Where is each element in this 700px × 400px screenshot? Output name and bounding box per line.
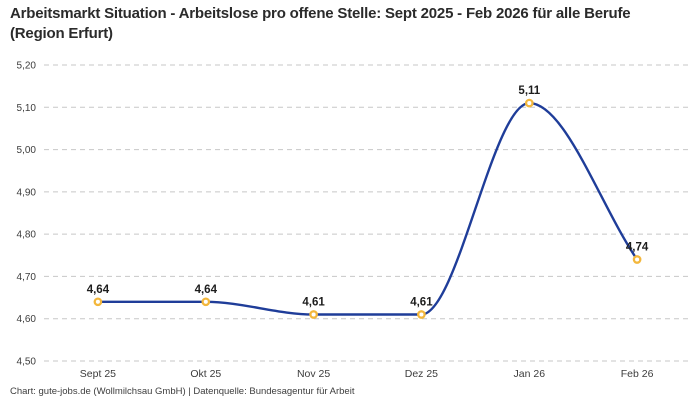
x-axis-tick-label: Nov 25 (297, 368, 330, 380)
y-axis-tick-label: 5,20 (17, 61, 37, 72)
y-axis-tick-label: 4,80 (17, 230, 37, 241)
y-axis-tick-label: 4,50 (17, 357, 37, 368)
data-point-marker (524, 98, 534, 108)
y-axis-tick-label: 4,70 (17, 272, 37, 283)
data-point-label: 4,64 (195, 284, 218, 296)
data-point-label: 4,61 (302, 297, 325, 309)
x-axis-tick-label: Sept 25 (80, 368, 116, 380)
y-axis-tick-label: 4,90 (17, 187, 37, 198)
chart-credit: Chart: gute-jobs.de (Wollmilchsau GmbH) … (10, 386, 355, 397)
x-axis-tick-label: Jan 26 (514, 368, 546, 380)
data-point-label: 4,74 (626, 242, 649, 254)
y-axis-tick-label: 4,60 (17, 314, 37, 325)
data-point-marker (632, 255, 642, 264)
x-axis-tick-label: Okt 25 (190, 368, 221, 380)
y-axis-tick-label: 5,00 (17, 145, 37, 156)
chart-title: Arbeitsmarkt Situation - Arbeitslose pro… (10, 5, 631, 43)
x-axis-tick-label: Feb 26 (621, 368, 654, 380)
data-point-label: 5,11 (518, 85, 540, 97)
data-point-marker (417, 310, 426, 319)
data-point-label: 4,64 (87, 284, 110, 296)
x-axis-tick-label: Dez 25 (405, 368, 438, 380)
data-line (96, 101, 639, 316)
y-axis-tick-label: 5,10 (17, 103, 37, 114)
data-point-marker (201, 297, 211, 307)
data-point-marker (309, 310, 318, 319)
data-point-marker (93, 297, 103, 307)
data-point-label: 4,61 (410, 297, 433, 309)
